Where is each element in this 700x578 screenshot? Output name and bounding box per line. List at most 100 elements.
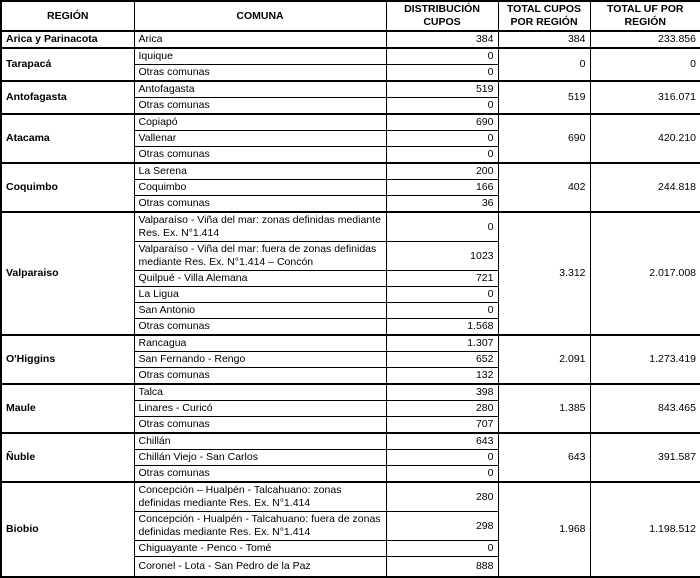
region-cell: Maule <box>0 383 135 434</box>
comuna-cell: Copiapó <box>133 113 387 131</box>
table-row: Arica y Parinacota Arica 384 384 233.856 <box>0 30 700 49</box>
total-cupos-cell: 1.385 <box>497 383 591 434</box>
cupos-cell: 652 <box>385 351 499 368</box>
cupos-cell: 166 <box>385 179 499 196</box>
table-row: Otras comunas 707 <box>1 416 700 434</box>
total-uf-cell: 233.856 <box>589 30 700 49</box>
comuna-cell: Otras comunas <box>133 465 387 483</box>
table-row: Otras comunas 132 <box>1 367 700 385</box>
table-row: Valparaiso Valparaíso - Viña del mar: zon… <box>0 211 700 336</box>
table-row: Linares - Curicó 280 <box>1 400 700 417</box>
cupos-cell: 643 <box>385 432 499 450</box>
cupos-cell: 0 <box>385 130 499 147</box>
table-row: Valparaíso - Viña del mar: fuera de zona… <box>1 241 700 271</box>
region-cell: Biobio <box>0 481 135 577</box>
cupos-cell: 0 <box>385 302 499 319</box>
total-cupos-cell: 384 <box>497 30 591 49</box>
comuna-cell: Coquimbo <box>133 179 387 196</box>
region-cell: Antofagasta <box>0 80 135 115</box>
comuna-cell: Chillán Viejo - San Carlos <box>133 449 387 466</box>
cupos-cell: 384 <box>385 30 499 49</box>
comuna-cell: Concepción - Hualpén - Talcahuano: fuera… <box>133 511 387 541</box>
cupos-cell: 0 <box>385 465 499 483</box>
region-cell: Coquimbo <box>0 162 135 213</box>
table-row: Maule Talca 398 1.385 843.465 <box>0 383 700 434</box>
total-uf-cell: 2.017.008 <box>589 211 700 336</box>
table-row: Vallenar 0 <box>1 130 700 147</box>
comuna-cell: Quilpué - Villa Alemana <box>133 270 387 287</box>
cupos-cell: 690 <box>385 113 499 131</box>
region-cell: Ñuble <box>0 432 135 483</box>
cupos-cell: 0 <box>385 540 499 557</box>
table-row: San Antonio 0 <box>1 302 700 319</box>
cupos-cell: 0 <box>385 449 499 466</box>
total-uf-cell: 244.818 <box>589 162 700 213</box>
table-row: Tarapacá Iquique 0 0 0 <box>0 47 700 82</box>
cupos-cell: 132 <box>385 367 499 385</box>
total-cupos-cell: 1.968 <box>497 481 591 577</box>
table-body: Arica y Parinacota Arica 384 384 233.856 Tara… <box>0 30 700 577</box>
comuna-cell: Valparaíso - Viña del mar: fuera de zona… <box>133 241 387 271</box>
cupos-cell: 200 <box>385 162 499 180</box>
total-cupos-cell: 519 <box>497 80 591 115</box>
comuna-cell: Arica <box>133 30 387 49</box>
comuna-cell: Coronel - Lota - San Pedro de la Paz <box>133 556 387 577</box>
header-region: REGIÓN <box>0 0 135 32</box>
comuna-cell: Iquique <box>133 47 387 65</box>
cupos-cell: 0 <box>385 47 499 65</box>
total-uf-cell: 0 <box>589 47 700 82</box>
cupos-cell: 519 <box>385 80 499 98</box>
header-total-uf-region: TOTAL UF POR REGIÓN <box>589 0 700 32</box>
header-comuna: COMUNA <box>133 0 387 32</box>
cupos-cell: 707 <box>385 416 499 434</box>
total-cupos-cell: 0 <box>497 47 591 82</box>
cupos-cell: 298 <box>385 511 499 541</box>
comuna-cell: Otras comunas <box>133 195 387 213</box>
region-cell: Tarapacá <box>0 47 135 82</box>
cupos-cell: 1.307 <box>385 334 499 352</box>
table-row: Antofagasta Antofagasta 519 519 316.071 <box>0 80 700 115</box>
total-cupos-cell: 402 <box>497 162 591 213</box>
total-uf-cell: 391.587 <box>589 432 700 483</box>
table-row: Coquimbo La Serena 200 402 244.818 <box>0 162 700 213</box>
total-cupos-cell: 690 <box>497 113 591 164</box>
total-uf-cell: 843.465 <box>589 383 700 434</box>
cupos-cell: 0 <box>385 211 499 242</box>
comuna-cell: Otras comunas <box>133 318 387 336</box>
comuna-cell: San Antonio <box>133 302 387 319</box>
table-row: Chillán Viejo - San Carlos 0 <box>1 449 700 466</box>
comuna-cell: La Ligua <box>133 286 387 303</box>
comuna-cell: Otras comunas <box>133 367 387 385</box>
cupos-cell: 0 <box>385 146 499 164</box>
total-cupos-cell: 3.312 <box>497 211 591 336</box>
total-uf-cell: 1.273.419 <box>589 334 700 385</box>
total-cupos-cell: 2.091 <box>497 334 591 385</box>
table-header: REGIÓN COMUNA DISTRIBUCIÓN CUPOS TOTAL C… <box>0 0 700 32</box>
total-uf-cell: 420.210 <box>589 113 700 164</box>
total-uf-cell: 316.071 <box>589 80 700 115</box>
header-total-cupos-region: TOTAL CUPOS POR REGIÓN <box>497 0 591 32</box>
comuna-cell: Valparaíso - Viña del mar: zonas definid… <box>133 211 387 242</box>
cupos-cell: 36 <box>385 195 499 213</box>
total-cupos-cell: 643 <box>497 432 591 483</box>
comuna-cell: Otras comunas <box>133 416 387 434</box>
comuna-cell: Rancagua <box>133 334 387 352</box>
region-cell: Valparaiso <box>0 211 135 336</box>
comuna-cell: Linares - Curicó <box>133 400 387 417</box>
table-row: Otras comunas 1.568 <box>1 318 700 336</box>
region-cell: Atacama <box>0 113 135 164</box>
comuna-cell: Chillán <box>133 432 387 450</box>
cupos-cell: 721 <box>385 270 499 287</box>
cupos-cell: 0 <box>385 286 499 303</box>
total-uf-cell: 1.198.512 <box>589 481 700 577</box>
comuna-cell: San Fernando - Rengo <box>133 351 387 368</box>
comuna-cell: Concepción – Hualpén - Talcahuano: zonas… <box>133 481 387 512</box>
comuna-cell: La Serena <box>133 162 387 180</box>
table-row: Biobio Concepción – Hualpén - Talcahuano:… <box>0 481 700 577</box>
comuna-cell: Vallenar <box>133 130 387 147</box>
comuna-cell: Chiguayante - Penco - Tomé <box>133 540 387 557</box>
table-row: Concepción - Hualpén - Talcahuano: fuera… <box>1 511 700 541</box>
table-row: San Fernando - Rengo 652 <box>1 351 700 368</box>
